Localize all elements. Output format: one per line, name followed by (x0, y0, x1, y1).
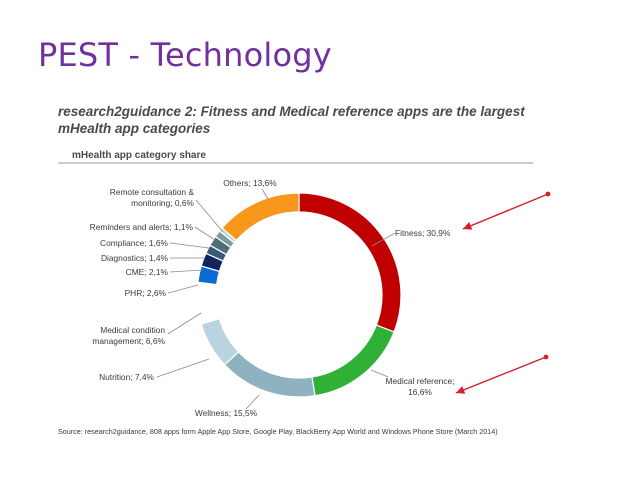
donut-slice-medical-condition-management (196, 281, 221, 325)
donut-slice-fitness (298, 192, 402, 333)
slice-label-medical-reference: Medical reference; 16,6% (386, 376, 455, 397)
chart-heading-line-2: mHealth app categories (58, 121, 211, 136)
leader-line-remote-consultation-monitoring (195, 199, 224, 233)
chart-heading-line-1: research2guidance 2: Fitness and Medical… (58, 104, 525, 119)
leader-line-others (261, 188, 269, 200)
leader-line-medical-condition-management (167, 312, 202, 335)
chart-subheading: mHealth app category share (72, 150, 206, 161)
leader-line-reminders-and-alerts (194, 226, 216, 241)
slice-label-diagnostics: Diagnostics; 1,4% (101, 253, 169, 263)
annotation-arrow-fitness (462, 193, 549, 230)
slice-label-phr: PHR; 2,6% (125, 288, 167, 298)
donut-slice-medical-reference (311, 324, 395, 397)
slice-labels: Fitness; 30,9% Medical reference; 16,6% Wel… (90, 178, 455, 418)
slice-label-remote-consultation-monitoring: Remote consultation & monitoring; 0,6% (110, 187, 195, 208)
slice-label-wellness: Wellness; 15,5% (195, 408, 258, 418)
donut-slice-wellness (223, 350, 316, 398)
donut-slice-others (221, 192, 300, 242)
leader-line-fitness (371, 232, 396, 247)
label-leader-lines (156, 188, 396, 410)
slice-label-compliance: Compliance; 1,6% (100, 238, 169, 248)
leader-line-wellness (245, 394, 260, 410)
leader-line-nutrition (156, 358, 210, 378)
slice-label-medical-condition-management: Medical condition management; 6,6% (92, 325, 165, 346)
slice-label-others: Others; 13,6% (223, 178, 277, 188)
slice-label-reminders-and-alerts: Reminders and alerts; 1,1% (90, 222, 194, 232)
leader-line-phr (167, 284, 199, 294)
chart-source-note: Source: research2guidance, 808 apps form… (58, 427, 498, 436)
slice-label-nutrition: Nutrition; 7,4% (99, 372, 154, 382)
leader-line-medical-reference (370, 369, 389, 378)
donut-slices (196, 192, 402, 398)
annotation-arrow-tail-dot (543, 354, 549, 360)
annotation-arrow-tail-dot (545, 191, 551, 197)
annotation-arrow-medical-reference (455, 356, 547, 394)
slice-label-fitness: Fitness; 30,9% (395, 228, 451, 238)
leader-line-compliance (169, 242, 210, 249)
slide-title: PEST - Technology (38, 36, 332, 74)
slice-label-cme: CME; 2,1% (126, 267, 169, 277)
leader-line-cme (169, 269, 203, 273)
annotation-arrows (455, 191, 551, 394)
